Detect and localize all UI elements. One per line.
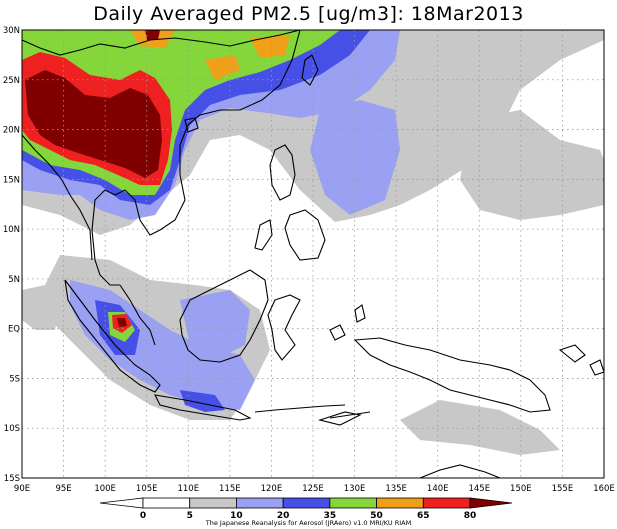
colorbar-max-arrow xyxy=(469,497,513,509)
coast-maluku xyxy=(329,304,366,341)
orange-patch-2 xyxy=(250,35,290,58)
latitude-labels: 30N 25N 20N 15N 10N 5N EQ 5S 10S 15S xyxy=(3,26,20,484)
coast-sumatra xyxy=(64,279,161,393)
map-title: Daily Averaged PM2.5 [ug/m3]: 18Mar2013 xyxy=(93,3,524,25)
maroon-core-indochina xyxy=(25,70,162,178)
grey-patch-se xyxy=(400,400,560,455)
coast-philippines-luzon xyxy=(269,144,296,201)
colorbar-swatch xyxy=(142,497,191,509)
lon-label: 135E xyxy=(385,484,407,494)
lat-label: EQ xyxy=(8,325,20,335)
lat-label: 20N xyxy=(3,126,20,136)
lat-label: 5S xyxy=(9,374,20,384)
coast-mainland xyxy=(22,30,301,286)
lon-label: 130E xyxy=(344,484,366,494)
lat-label: 10N xyxy=(3,225,20,235)
lon-label: 90E xyxy=(14,484,30,494)
colorbar-tick-label: 80 xyxy=(464,511,477,521)
colorbar-tick-label: 5 xyxy=(187,511,193,521)
maroon-patch-top xyxy=(145,30,160,40)
grey-patch-w xyxy=(22,285,60,330)
colorbar-swatch xyxy=(376,497,424,509)
coast-taiwan xyxy=(301,54,319,86)
lightblue-patch-borneo xyxy=(180,290,250,360)
colorbar-swatch xyxy=(329,497,377,509)
lat-label: 5N xyxy=(8,275,20,285)
lon-label: 110E xyxy=(177,484,199,494)
colorbar-tick-label: 20 xyxy=(277,511,290,521)
lon-label: 160E xyxy=(593,484,615,494)
lon-label: 120E xyxy=(261,484,283,494)
colorbar-swatch xyxy=(236,497,284,509)
longitude-labels: 90E 95E 100E 105E 110E 115E 120E 125E 130E 135E 14… xyxy=(14,484,615,494)
coast-bismarck xyxy=(558,344,604,376)
colorbar-min-arrow xyxy=(99,497,144,509)
colorbar-tick-label: 35 xyxy=(324,511,337,521)
credit-text: The Japanese Reanalysis for Aerosol (JRA… xyxy=(205,519,412,527)
coast-australia xyxy=(419,464,501,478)
colorbar: 0 5 10 20 35 50 65 80 xyxy=(99,497,513,521)
lon-label: 125E xyxy=(302,484,324,494)
lat-label: 10S xyxy=(4,424,20,434)
coast-timor xyxy=(317,411,362,426)
colorbar-tick-label: 65 xyxy=(417,511,430,521)
lon-label: 155E xyxy=(552,484,574,494)
map-frame xyxy=(21,29,605,479)
coast-hainan xyxy=(184,117,199,133)
lon-label: 140E xyxy=(427,484,449,494)
colorbar-swatch xyxy=(422,497,471,509)
coast-palawan xyxy=(254,219,273,251)
colorbar-tick-label: 50 xyxy=(370,511,383,521)
lightblue-patch-east xyxy=(310,100,400,215)
coast-new-guinea xyxy=(353,337,551,413)
blue-patch-java xyxy=(180,390,225,412)
lon-label: 105E xyxy=(136,484,158,494)
coast-bay-of-bengal xyxy=(22,134,93,261)
colorbar-swatch xyxy=(189,497,237,509)
grey-band-east xyxy=(460,110,604,220)
coastlines xyxy=(22,30,604,478)
colorbar-tick-label: 10 xyxy=(230,511,243,521)
coast-lesser-sunda xyxy=(254,404,371,419)
lon-label: 115E xyxy=(219,484,241,494)
coast-java xyxy=(154,394,252,421)
colorbar-tick-label: 0 xyxy=(140,511,146,521)
gridlines xyxy=(22,30,604,478)
lat-label: 15S xyxy=(4,474,20,484)
lon-label: 95E xyxy=(55,484,71,494)
lat-label: 30N xyxy=(3,26,20,36)
lon-label: 100E xyxy=(94,484,116,494)
maroon-patch-sumatra xyxy=(117,318,127,327)
coast-sulawesi xyxy=(267,294,301,361)
lat-label: 15N xyxy=(3,175,20,185)
lon-label: 145E xyxy=(468,484,490,494)
coast-malay-peninsula xyxy=(119,284,156,346)
coast-philippines-south xyxy=(284,209,326,261)
lon-label: 150E xyxy=(510,484,532,494)
lat-label: 25N xyxy=(3,76,20,86)
colorbar-swatch xyxy=(282,497,331,509)
coast-borneo xyxy=(179,269,269,363)
orange-patch-1 xyxy=(205,55,240,80)
